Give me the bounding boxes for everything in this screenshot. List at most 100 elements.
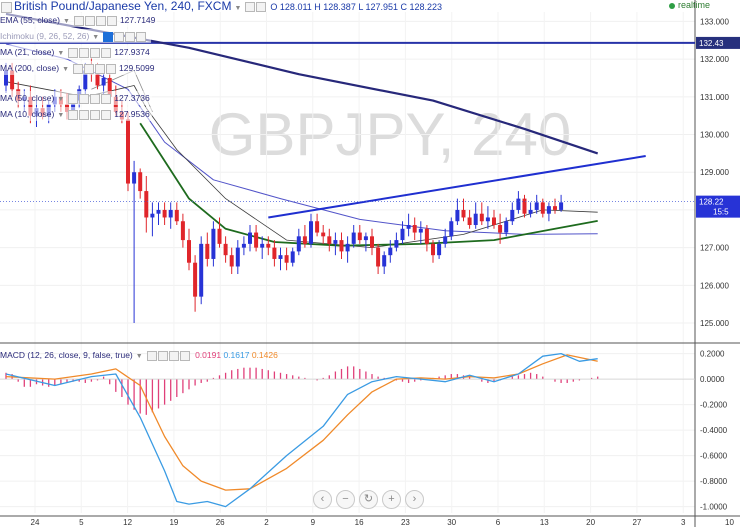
eye-icon[interactable] bbox=[146, 350, 157, 361]
candle-body bbox=[333, 240, 338, 244]
scroll-right-button[interactable]: › bbox=[405, 490, 424, 509]
bar-countdown-label: 15:5 bbox=[713, 208, 729, 217]
macd-line bbox=[5, 352, 598, 508]
eye-icon[interactable] bbox=[68, 93, 79, 104]
eye-icon[interactable] bbox=[68, 109, 79, 120]
macd-signal-value: 0.1426 bbox=[251, 350, 278, 360]
time-tick-label: 24 bbox=[31, 518, 40, 527]
symbol-title[interactable]: British Pound/Japanese Yen, 240, FXCM bbox=[14, 0, 232, 13]
candle-body bbox=[132, 172, 137, 184]
close-icon[interactable] bbox=[136, 31, 147, 42]
candle-body bbox=[455, 209, 460, 222]
close-icon[interactable] bbox=[106, 15, 117, 26]
candle-body bbox=[272, 247, 277, 259]
macd-tick-label: -0.8000 bbox=[700, 477, 728, 486]
trendline[interactable] bbox=[268, 155, 646, 219]
indicator-row-ma21[interactable]: MA (21, close) ▼ 127.9374 bbox=[0, 45, 152, 59]
eye-icon[interactable] bbox=[245, 2, 256, 13]
chevron-down-icon[interactable]: ▼ bbox=[62, 66, 69, 73]
add-icon[interactable] bbox=[125, 31, 136, 42]
candle-body bbox=[101, 77, 106, 86]
indicator-label: MA (21, close) bbox=[0, 47, 55, 57]
time-tick-label: 13 bbox=[540, 518, 549, 527]
close-icon[interactable] bbox=[101, 109, 112, 120]
close-icon[interactable] bbox=[101, 47, 112, 58]
price-axis[interactable]: 133.000132.000131.000130.000129.000128.0… bbox=[696, 17, 740, 328]
candle-body bbox=[510, 209, 515, 222]
indicator-row-ma50[interactable]: MA (50, close) ▼ 127.3736 bbox=[0, 91, 152, 105]
reset-chart-button[interactable]: ↻ bbox=[359, 490, 378, 509]
zoom-in-button[interactable]: + bbox=[382, 490, 401, 509]
indicator-row-ema55[interactable]: EMA (55, close) ▼ 127.7149 bbox=[0, 13, 158, 27]
add-icon[interactable] bbox=[95, 63, 105, 74]
candle-body bbox=[528, 209, 533, 214]
ohlc-values: O 128.011 H 128.387 L 127.951 C 128.223 bbox=[270, 2, 443, 12]
candle-body bbox=[284, 255, 289, 263]
macd-axis[interactable]: 0.2000 0.0000 -0.2000 -0.4000 -0.6000 -0.8000… bbox=[700, 350, 728, 512]
eye-icon[interactable] bbox=[73, 15, 84, 26]
time-tick-label: 19 bbox=[169, 518, 178, 527]
chevron-down-icon[interactable]: ▼ bbox=[92, 34, 100, 41]
candle-body bbox=[382, 255, 387, 267]
candle-body bbox=[174, 209, 179, 222]
candle-body bbox=[357, 232, 362, 241]
add-icon[interactable] bbox=[168, 350, 179, 361]
chevron-down-icon[interactable]: ▼ bbox=[57, 50, 65, 57]
scroll-left-button[interactable]: ‹ bbox=[313, 490, 332, 509]
candle-body bbox=[107, 77, 112, 97]
settings-icon[interactable] bbox=[84, 63, 94, 74]
candle-body bbox=[168, 209, 173, 218]
settings-icon[interactable] bbox=[84, 15, 95, 26]
settings-icon[interactable] bbox=[157, 350, 168, 361]
settings-icon[interactable] bbox=[79, 47, 90, 58]
indicator-row-ma10[interactable]: MA (10, close) ▼ 127.9536 bbox=[0, 107, 152, 121]
live-dot-icon bbox=[668, 2, 675, 9]
settings-icon[interactable] bbox=[79, 109, 90, 120]
ma21-line bbox=[5, 81, 598, 248]
chevron-down-icon[interactable]: ▼ bbox=[234, 5, 242, 12]
eye-icon[interactable] bbox=[73, 63, 83, 74]
candle-body bbox=[10, 70, 15, 90]
last-price-tag bbox=[696, 195, 740, 218]
candle-body bbox=[235, 247, 240, 267]
candle-body bbox=[223, 243, 228, 256]
realtime-label: realtime bbox=[677, 0, 710, 10]
chevron-down-icon[interactable]: ▼ bbox=[135, 353, 143, 360]
settings-icon[interactable] bbox=[79, 93, 90, 104]
chevron-down-icon[interactable]: ▼ bbox=[57, 96, 65, 103]
macd-label: MACD (12, 26, close, 9, false, true) bbox=[0, 350, 133, 360]
time-tick-label: 27 bbox=[632, 518, 641, 527]
close-icon[interactable] bbox=[179, 350, 190, 361]
settings-icon[interactable] bbox=[256, 2, 267, 13]
candle-body bbox=[95, 74, 100, 86]
macd-tick-label: -0.2000 bbox=[700, 401, 728, 410]
close-icon[interactable] bbox=[101, 93, 112, 104]
indicator-label: MA (50, close) bbox=[0, 93, 55, 103]
candle-body bbox=[211, 228, 216, 259]
candle-body bbox=[339, 240, 344, 252]
time-axis[interactable]: 24 5 12 19 26 2 9 16 23 30 6 13 20 27 3 10 bbox=[31, 518, 735, 527]
chevron-down-icon[interactable]: ▼ bbox=[63, 18, 70, 25]
macd-tick-label: 0.2000 bbox=[700, 350, 725, 359]
chevron-down-icon[interactable]: ▼ bbox=[57, 112, 65, 119]
add-icon[interactable] bbox=[90, 47, 101, 58]
zoom-out-button[interactable]: − bbox=[336, 490, 355, 509]
add-icon[interactable] bbox=[90, 93, 101, 104]
add-icon[interactable] bbox=[90, 109, 101, 120]
indicator-row-ichimoku[interactable]: Ichimoku (9, 26, 52, 26) ▼ bbox=[0, 29, 152, 43]
macd-legend[interactable]: MACD (12, 26, close, 9, false, true) ▼ 0.… bbox=[0, 348, 278, 364]
candle-body bbox=[363, 236, 368, 241]
candle-body bbox=[461, 209, 466, 218]
collapse-icon[interactable] bbox=[1, 1, 12, 13]
hline-price-tag bbox=[696, 36, 740, 49]
settings-icon[interactable] bbox=[114, 31, 125, 42]
close-icon[interactable] bbox=[106, 63, 116, 74]
add-icon[interactable] bbox=[95, 15, 106, 26]
candle-body bbox=[205, 243, 210, 259]
eye-icon[interactable] bbox=[68, 47, 79, 58]
eye-icon[interactable] bbox=[103, 31, 114, 42]
trendline-segment[interactable] bbox=[268, 155, 646, 219]
candle-body bbox=[479, 213, 484, 222]
indicator-row-ma200[interactable]: MA (200, close) ▼ 129.5099 bbox=[0, 61, 157, 75]
